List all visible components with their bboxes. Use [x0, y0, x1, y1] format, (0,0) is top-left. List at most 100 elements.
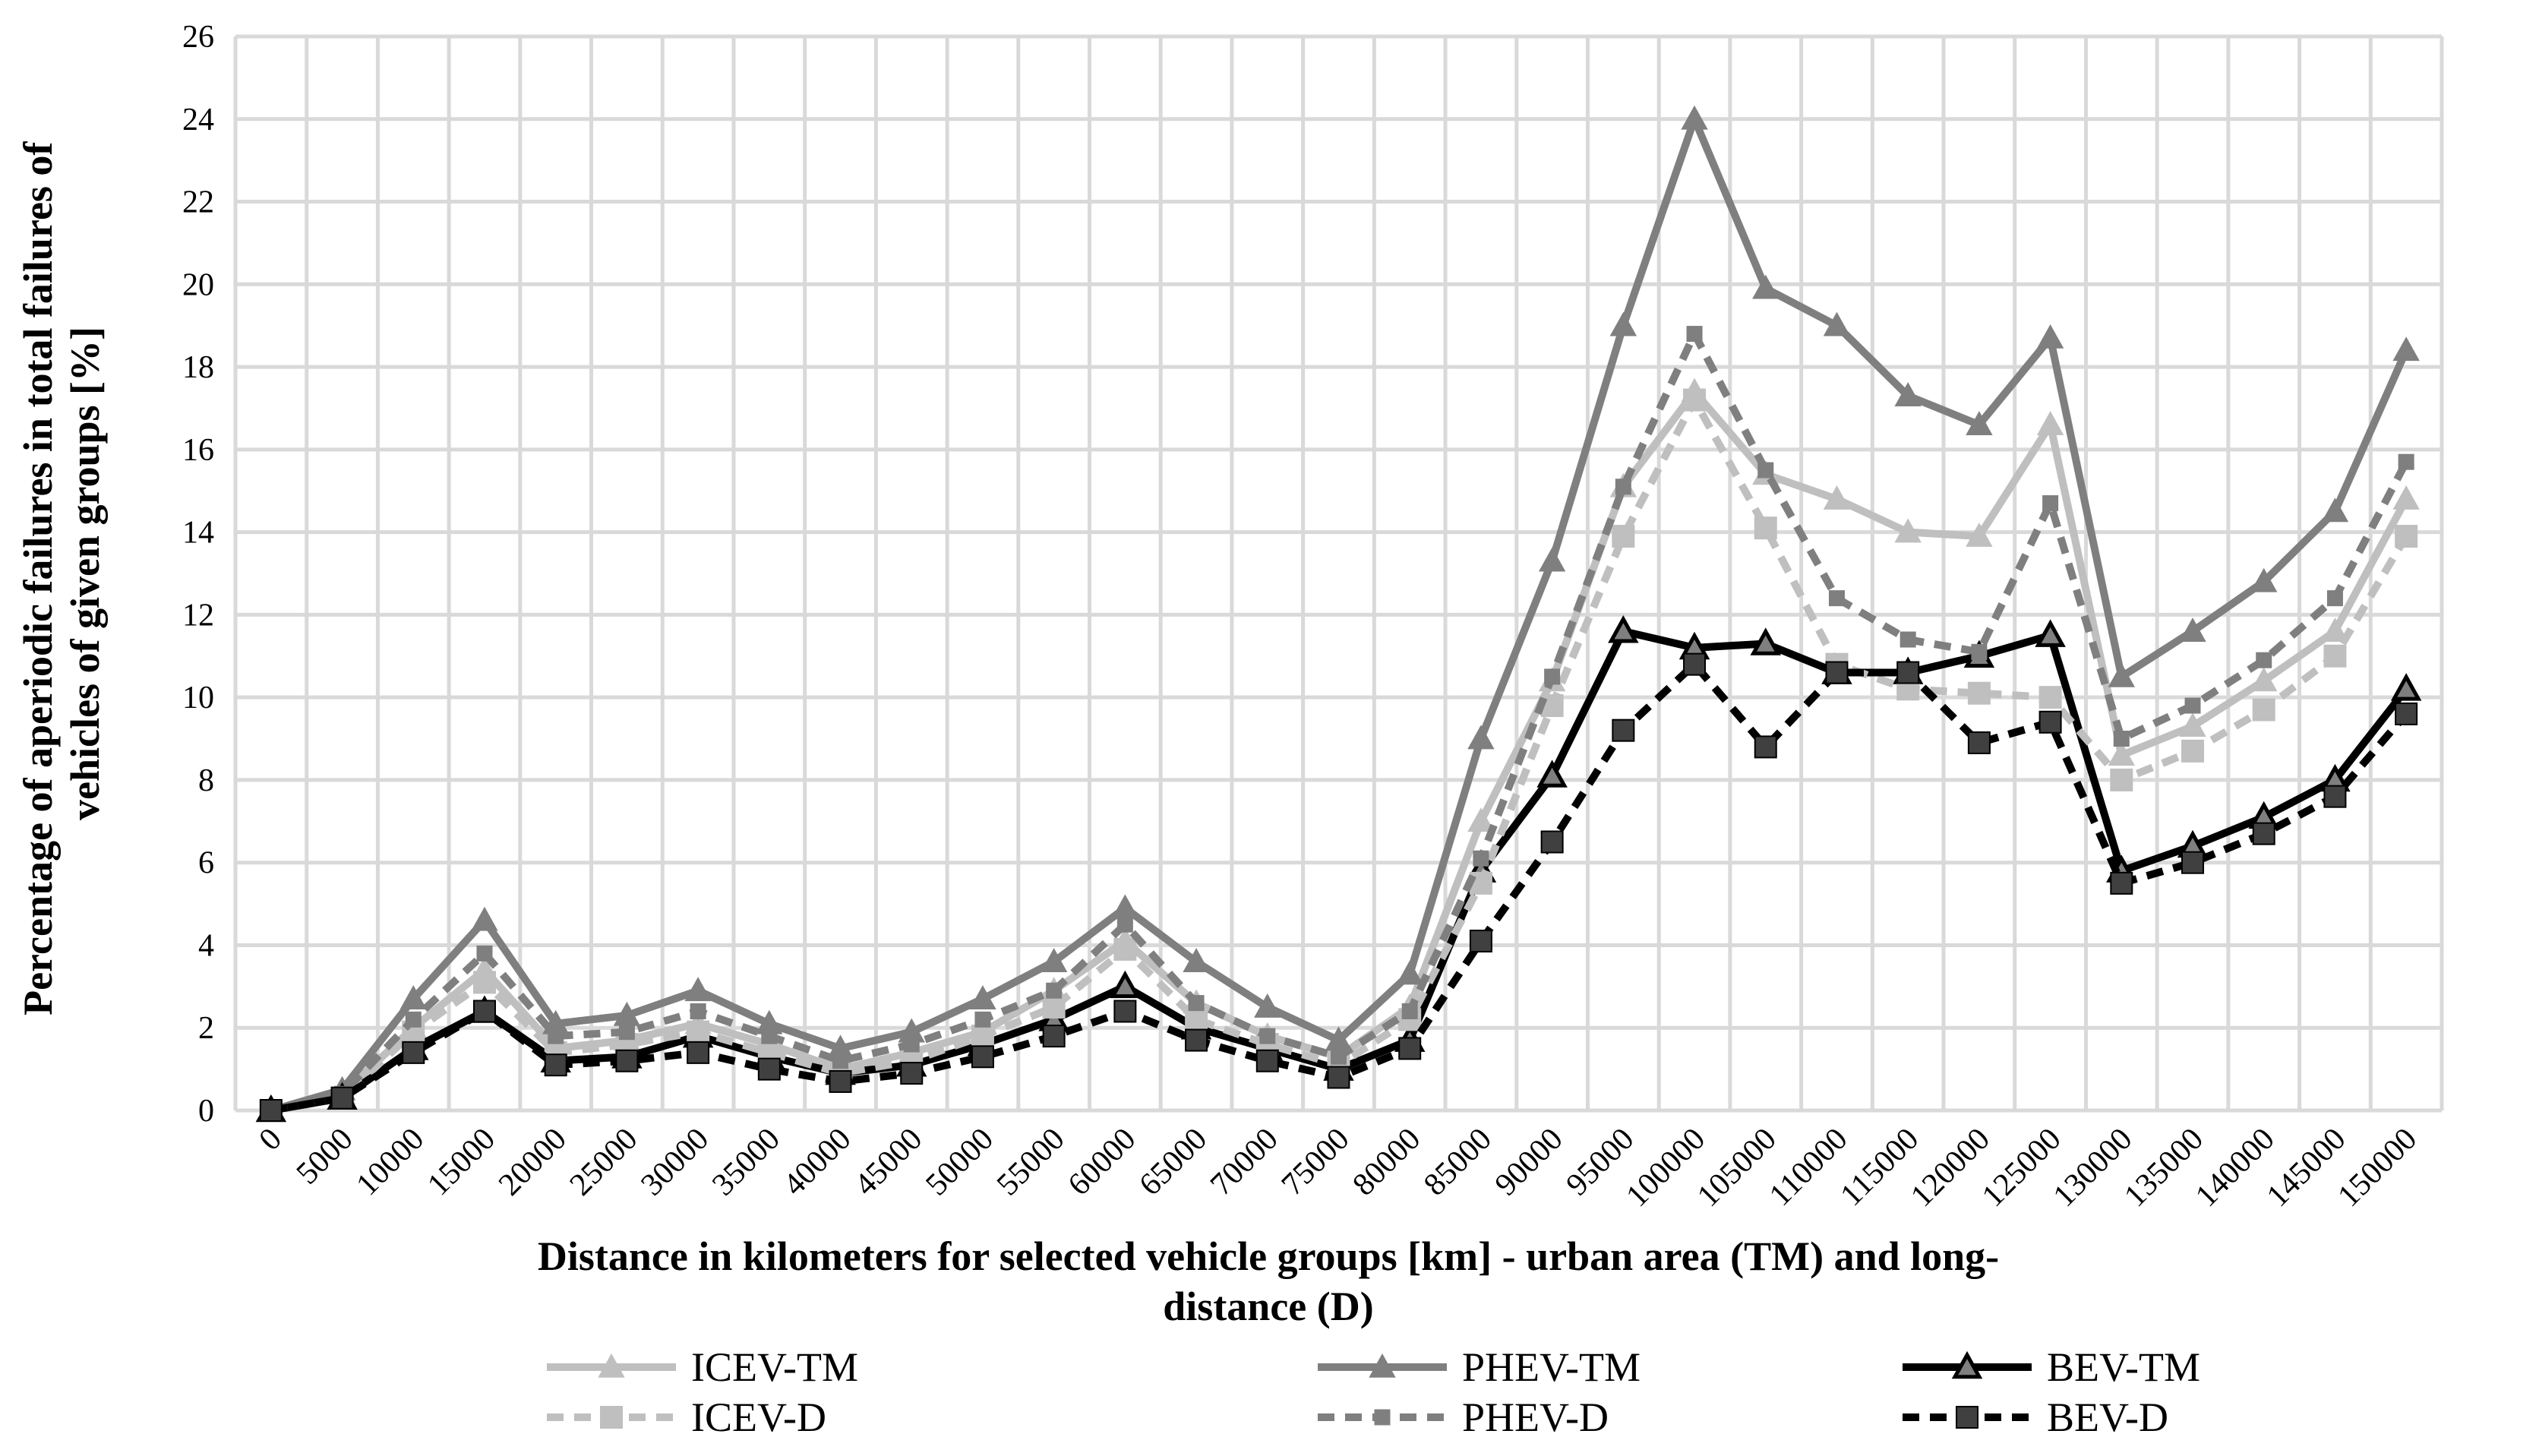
data-point	[690, 1003, 706, 1019]
data-point	[761, 1028, 778, 1044]
data-point	[1042, 1025, 1066, 1048]
x-tick-label: 5000	[290, 1122, 360, 1192]
x-tick-label: 150000	[2332, 1122, 2424, 1214]
data-point	[971, 1045, 994, 1069]
data-point	[1609, 311, 1637, 336]
y-tick-label: 0	[198, 1094, 214, 1129]
legend-item-phev-d: PHEV-D	[1318, 1394, 1609, 1440]
series-phev-d	[263, 326, 2414, 1119]
data-point	[471, 906, 498, 931]
data-point	[405, 1011, 422, 1028]
legend-label: BEV-TM	[2047, 1344, 2200, 1390]
legend-label: ICEV-D	[691, 1394, 826, 1440]
x-tick-label: 60000	[1062, 1122, 1143, 1203]
data-point	[2256, 652, 2272, 668]
data-point	[2036, 411, 2064, 436]
data-point	[1111, 894, 1139, 919]
legend-marker	[1369, 1353, 1396, 1378]
data-point	[1823, 485, 1851, 510]
data-point	[2042, 495, 2059, 512]
y-tick-label: 18	[182, 350, 214, 385]
data-point	[1042, 996, 1066, 1019]
gridlines	[233, 34, 2444, 1113]
data-point	[1536, 760, 1568, 788]
data-point	[2038, 686, 2062, 709]
legend-marker	[600, 1406, 623, 1429]
x-tick-label: 100000	[1619, 1122, 1712, 1214]
legend-label: ICEV-TM	[691, 1344, 858, 1390]
data-point	[1615, 478, 1631, 495]
data-point	[1473, 850, 1489, 867]
data-point	[476, 945, 493, 962]
x-tick-label: 55000	[990, 1122, 1072, 1203]
data-point	[1185, 1008, 1208, 1031]
data-point	[472, 1000, 496, 1023]
data-point	[1828, 590, 1845, 607]
data-point	[1967, 681, 1991, 705]
data-point	[1538, 547, 1566, 572]
data-point	[618, 1024, 635, 1041]
x-tick-label: 10000	[350, 1122, 431, 1203]
data-point	[832, 1053, 849, 1069]
data-point	[1683, 388, 1707, 412]
y-axis-title-line-2: vehicles of given groups [%]	[62, 327, 108, 820]
x-tick-label: 90000	[1489, 1122, 1570, 1203]
data-point	[1683, 652, 1707, 676]
data-point	[1967, 731, 1991, 754]
y-tick-label: 20	[182, 267, 214, 302]
data-point	[402, 1041, 425, 1064]
data-point	[1188, 995, 1205, 1012]
legend: ICEV-TM PHEV-TM BEV-TM ICEV-D PHEV-D BEV-D	[547, 1344, 2200, 1440]
x-tick-label: 0	[253, 1122, 289, 1158]
data-point	[687, 1020, 710, 1044]
x-tick-label: 110000	[1763, 1122, 1855, 1214]
data-point	[2179, 617, 2206, 642]
y-tick-label: 10	[182, 681, 214, 715]
data-point	[1750, 627, 1782, 655]
data-point	[1823, 311, 1851, 336]
data-point	[1467, 807, 1495, 832]
data-point	[1401, 1003, 1418, 1019]
series-icev-d	[259, 388, 2418, 1122]
data-point	[1254, 993, 1281, 1018]
data-point	[1754, 516, 1777, 540]
legend-item-phev-tm: PHEV-TM	[1318, 1344, 1641, 1390]
y-tick-label: 4	[198, 928, 214, 963]
data-point	[2038, 710, 2062, 734]
data-point	[1113, 937, 1137, 961]
data-point	[2035, 619, 2066, 647]
legend-marker	[1951, 1350, 1983, 1379]
y-tick-label: 22	[182, 185, 214, 220]
legend-item-icev-d: ICEV-D	[547, 1394, 826, 1440]
y-tick-label: 6	[198, 846, 214, 881]
data-point	[684, 977, 712, 1002]
data-point	[1966, 522, 1993, 547]
data-point	[757, 1057, 781, 1081]
data-point	[1396, 960, 1423, 985]
data-point	[472, 971, 496, 994]
x-tick-label: 140000	[2189, 1122, 2282, 1214]
y-tick-label: 24	[182, 103, 214, 137]
data-point	[544, 1053, 567, 1077]
legend-marker	[598, 1353, 625, 1378]
data-point	[1467, 725, 1495, 750]
series-lines	[255, 105, 2422, 1123]
data-point	[2390, 673, 2422, 701]
x-tick-label: 70000	[1204, 1122, 1285, 1203]
data-point	[1544, 668, 1561, 685]
x-tick-label: 80000	[1347, 1122, 1428, 1203]
data-point	[2252, 822, 2275, 845]
x-tick-label: 105000	[1691, 1122, 1783, 1214]
data-point	[399, 985, 427, 1009]
data-point	[971, 1025, 994, 1048]
x-tick-label: 65000	[1132, 1122, 1214, 1203]
y-axis-title-line-1: Percentage of aperiodic failures in tota…	[15, 141, 61, 1015]
data-point	[1966, 411, 1993, 436]
data-point	[2110, 871, 2133, 895]
legend-item-bev-d: BEV-D	[1903, 1394, 2168, 1440]
data-point	[1754, 735, 1777, 759]
data-point	[2323, 644, 2347, 668]
x-axis-ticks: 0 500010000150002000025000300003500040000…	[253, 1122, 2424, 1214]
data-point	[1327, 1066, 1350, 1089]
series-bev-d	[259, 652, 2418, 1122]
